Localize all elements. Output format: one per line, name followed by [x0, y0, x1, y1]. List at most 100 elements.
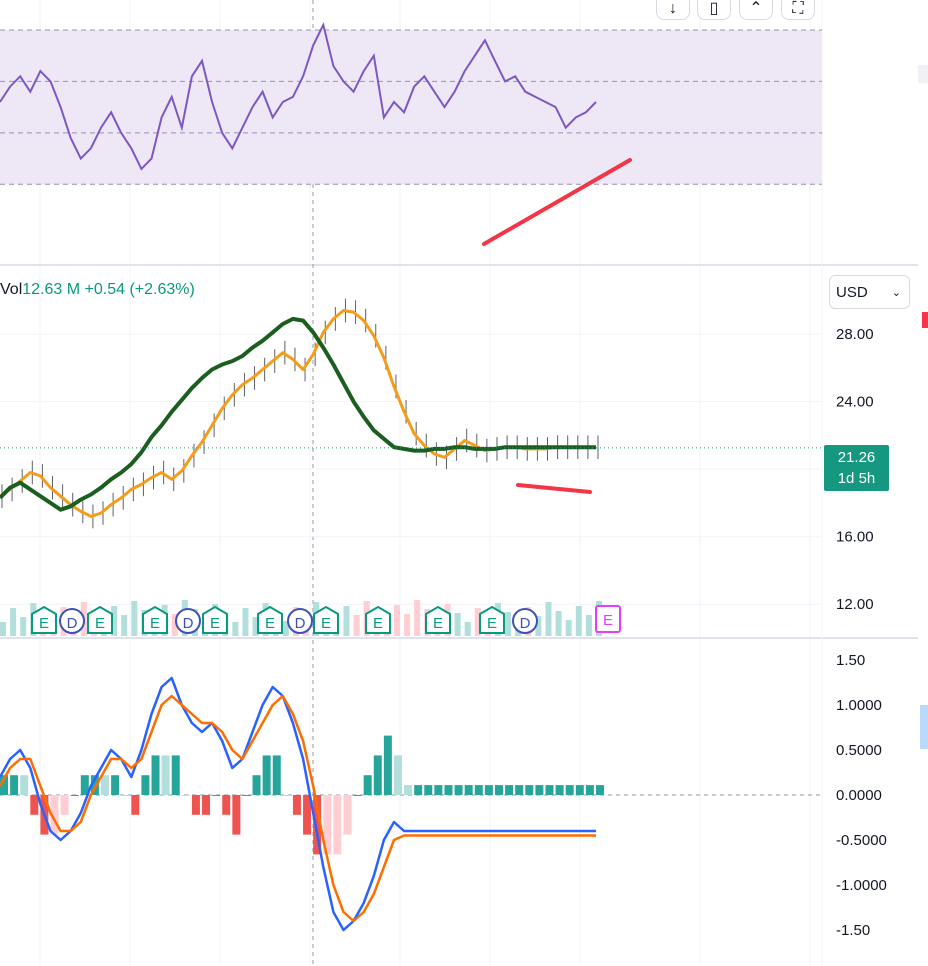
volume-bar	[232, 622, 239, 636]
signal-line	[0, 694, 596, 923]
macd-histogram-bar	[555, 785, 564, 795]
volume-bar	[121, 615, 128, 636]
macd-histogram-bar	[232, 795, 241, 835]
macd-histogram-bar	[282, 795, 291, 796]
event-label: D	[67, 615, 78, 632]
earnings-icon	[31, 605, 57, 634]
earnings-icon	[87, 605, 113, 634]
macd-histogram-bar	[444, 785, 453, 795]
macd-tick-label: 0.0000	[836, 787, 882, 804]
event-label: E	[150, 615, 160, 632]
volume-bar	[111, 606, 118, 636]
macd-histogram-bar	[434, 785, 443, 795]
event-marker: D	[512, 608, 538, 634]
last-price-value: 21.26	[837, 449, 876, 466]
scrollbar-thumb[interactable]	[920, 705, 928, 749]
macd-histogram-bar	[101, 775, 110, 795]
fullscreen-button[interactable]: ⛶	[781, 0, 815, 20]
macd-histogram-bar	[484, 785, 493, 795]
volume-bar	[575, 606, 582, 636]
volume-bar	[404, 614, 411, 636]
event-label: D	[183, 615, 194, 632]
event-label: E	[433, 615, 443, 632]
macd-histogram-bar	[30, 795, 39, 815]
macd-histogram-bar	[363, 775, 372, 795]
macd-histogram-bar	[393, 755, 402, 795]
earnings-icon	[313, 605, 339, 634]
volume-bar	[454, 613, 461, 636]
volume-bar	[535, 616, 542, 636]
macd-histogram-bar	[242, 795, 251, 796]
volume-change-pct: (+2.63%)	[129, 281, 195, 298]
macd-histogram-bar	[464, 785, 473, 795]
macd-histogram-bar	[202, 795, 211, 815]
earnings-icon	[142, 605, 168, 634]
macd-histogram-bar	[121, 795, 130, 796]
macd-histogram-bar	[404, 785, 413, 795]
macd-histogram-bar	[0, 775, 8, 795]
macd-histogram-bar	[313, 795, 322, 855]
macd-histogram-bar	[10, 775, 19, 795]
macd-histogram-bar	[414, 785, 423, 795]
dividend-icon	[287, 608, 313, 634]
macd-histogram-bar	[90, 775, 99, 795]
earnings-icon	[257, 605, 283, 634]
last-price-tag: 21.26 1d 5h	[824, 445, 889, 491]
macd-histogram-bar	[505, 785, 514, 795]
macd-tick-label: -1.0000	[836, 877, 887, 894]
event-label: E	[39, 615, 49, 632]
price-tick-label: 28.00	[836, 326, 874, 343]
volume-bar	[343, 606, 350, 636]
macd-tick-label: 1.0000	[836, 697, 882, 714]
event-marker: D	[175, 608, 201, 634]
macd-tick-label: 0.5000	[836, 742, 882, 759]
macd-histogram-bar	[50, 795, 59, 835]
price-tick-label: 24.00	[836, 394, 874, 411]
volume-bar	[474, 608, 481, 636]
macd-histogram-bar	[171, 755, 180, 795]
volume-bar	[393, 605, 400, 636]
volume-bar	[565, 620, 572, 636]
macd-histogram-bar	[60, 795, 69, 815]
macd-histogram-bar	[111, 775, 120, 795]
macd-histogram-bar	[191, 795, 200, 815]
event-label: E	[487, 615, 497, 632]
event-marker: E	[257, 605, 283, 634]
macd-histogram-bar	[515, 785, 524, 795]
volume-change: +0.54	[84, 281, 125, 298]
volume-bar	[282, 621, 289, 636]
scale-handle[interactable]	[918, 65, 928, 83]
macd-histogram-bar	[212, 795, 221, 796]
macd-histogram-bar	[454, 785, 463, 795]
currency-select[interactable]: USD ⌄	[829, 275, 910, 309]
volume-value: 12.63 M	[22, 281, 81, 298]
macd-histogram-bar	[494, 785, 503, 795]
rsi-band	[0, 30, 822, 185]
price-trendline	[516, 483, 592, 494]
event-label: D	[520, 615, 531, 632]
volume-legend: Vol12.63 M +0.54 (+2.63%)	[0, 281, 195, 299]
event-label: E	[603, 612, 613, 629]
collapse-button[interactable]: ⌃	[739, 0, 773, 20]
dividend-icon	[175, 608, 201, 634]
download-button[interactable]: ↓	[656, 0, 690, 20]
macd-histogram-bar	[262, 755, 271, 795]
trash-button[interactable]: ▯	[697, 0, 731, 20]
macd-histogram-bar	[474, 785, 483, 795]
macd-histogram-bar	[292, 795, 301, 815]
event-marker: E	[142, 605, 168, 634]
event-marker: E	[365, 605, 391, 634]
volume-bar	[464, 622, 471, 636]
macd-histogram-bar	[343, 795, 352, 835]
macd-histogram-bar	[222, 795, 231, 815]
volume-bar	[20, 617, 27, 636]
event-marker: D	[59, 608, 85, 634]
macd-histogram-bar	[353, 795, 362, 796]
macd-line	[0, 676, 596, 932]
macd-histogram-bar	[575, 785, 584, 795]
scale-marker	[922, 312, 928, 328]
macd-histogram-bar	[373, 755, 382, 795]
macd-histogram-bar	[252, 775, 261, 795]
bar-countdown: 1d 5h	[837, 470, 876, 487]
